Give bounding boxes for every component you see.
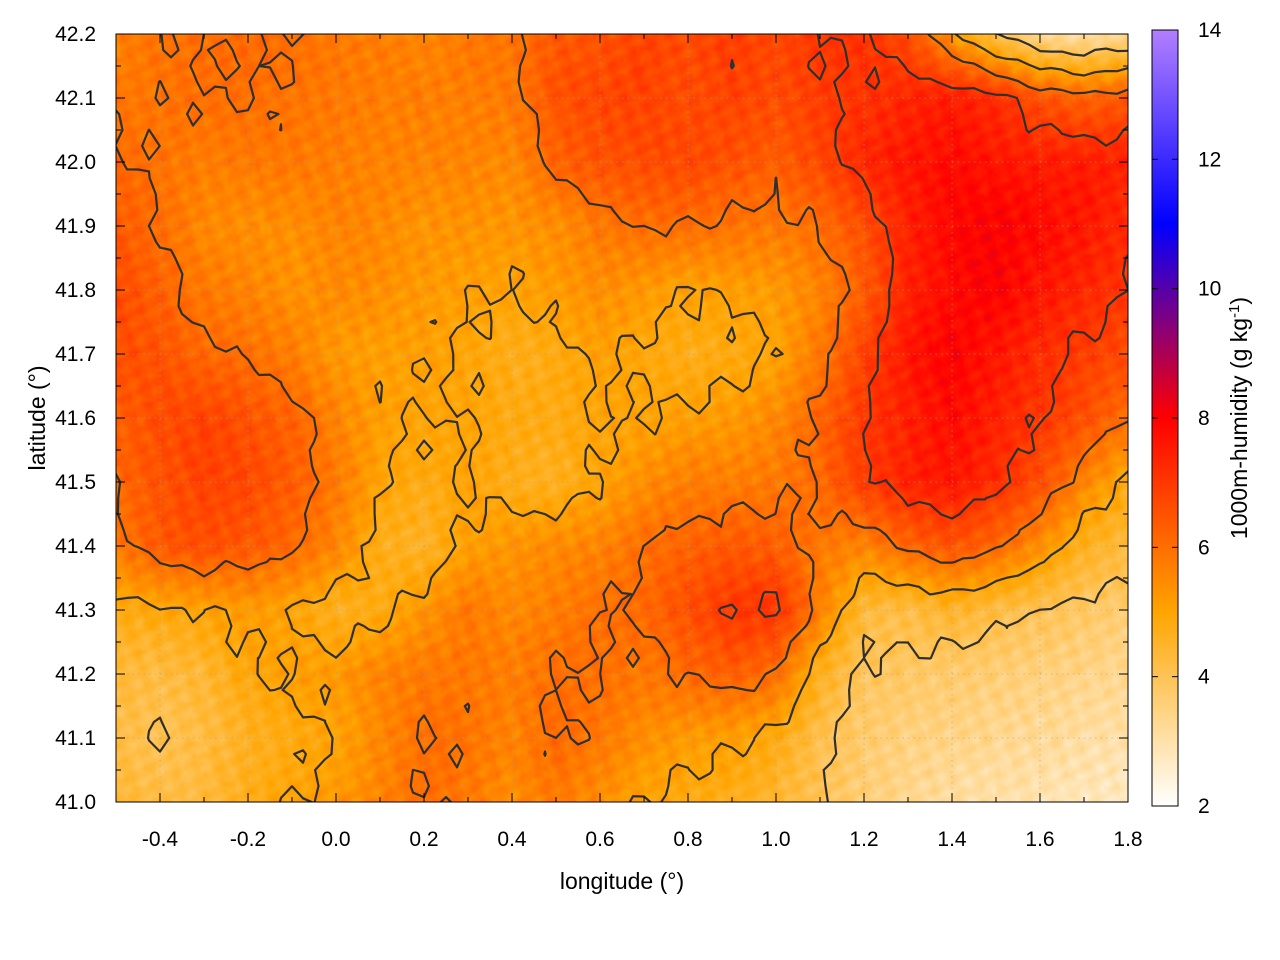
y-tick-label: 41.2 <box>55 663 96 686</box>
contour-line-6 <box>116 34 1128 802</box>
x-tick-label: 0.0 <box>321 828 350 851</box>
x-tick-label: 0.2 <box>409 828 438 851</box>
x-tick-label: 1.4 <box>937 828 967 851</box>
y-tick-label: 42.0 <box>55 151 96 174</box>
x-tick-label: 1.6 <box>1025 828 1054 851</box>
y-tick-label: 42.1 <box>55 87 96 110</box>
x-axis-ticks: -0.4 -0.2 0.0 0.2 0.4 0.6 0.8 1.0 1.2 1.4 1.6 1.8 <box>115 34 1143 851</box>
x-tick-label: -0.2 <box>230 828 266 851</box>
colorbar-label-superscript: -1 <box>1226 305 1243 318</box>
x-tick-label: 1.2 <box>849 828 878 851</box>
colorbar-tick-label: 12 <box>1198 148 1221 171</box>
y-tick-label: 41.4 <box>55 535 96 558</box>
humidity-contours <box>116 34 1128 802</box>
colorbar-tick-label: 14 <box>1198 19 1222 42</box>
y-axis-ticks: 41.0 41.1 41.2 41.3 41.4 41.5 41.6 41.7 41.8 41.9… <box>55 23 1128 814</box>
x-tick-label: 0.6 <box>585 828 614 851</box>
plot-area: -0.4 -0.2 0.0 0.2 0.4 0.6 0.8 1.0 1.2 1.4 1.6 1.8 4… <box>55 23 1142 851</box>
x-axis-label: longitude (°) <box>560 868 684 894</box>
colorbar-tick-label: 10 <box>1198 278 1221 301</box>
y-tick-label: 41.7 <box>55 343 96 366</box>
y-tick-label: 41.8 <box>55 279 96 302</box>
x-tick-label: 1.8 <box>1113 828 1142 851</box>
colorbar-tick-label: 2 <box>1198 795 1210 818</box>
contour-line-5 <box>116 34 1128 802</box>
colorbar-tick-label: 4 <box>1198 666 1210 689</box>
y-tick-label: 41.6 <box>55 407 96 430</box>
x-tick-label: 0.4 <box>497 828 527 851</box>
colorbar-ticks: 2 4 6 8 10 12 14 <box>1152 19 1222 818</box>
y-tick-label: 41.9 <box>55 215 96 238</box>
colorbar: 2 4 6 8 10 12 14 1000m-humidity (g kg-1) <box>1151 19 1253 818</box>
y-tick-label: 41.3 <box>55 599 96 622</box>
x-tick-label: 0.8 <box>673 828 702 851</box>
y-tick-label: 41.1 <box>55 727 96 750</box>
y-tick-label: 41.0 <box>55 791 96 814</box>
y-tick-label: 41.5 <box>55 471 96 494</box>
colorbar-label-suffix: ) <box>1226 297 1252 305</box>
x-tick-label: -0.4 <box>142 828 179 851</box>
y-axis-label: latitude (°) <box>24 365 50 470</box>
x-tick-label: 1.0 <box>761 828 790 851</box>
colorbar-label: 1000m-humidity (g kg-1) <box>1226 297 1253 539</box>
colorbar-tick-label: 8 <box>1198 407 1210 430</box>
colorbar-tick-label: 6 <box>1198 536 1210 559</box>
contour-line-4 <box>146 34 1128 802</box>
y-tick-label: 42.2 <box>55 23 96 46</box>
contour-line-7 <box>717 34 1128 620</box>
colorbar-label-text: 1000m-humidity (g kg <box>1226 318 1252 539</box>
